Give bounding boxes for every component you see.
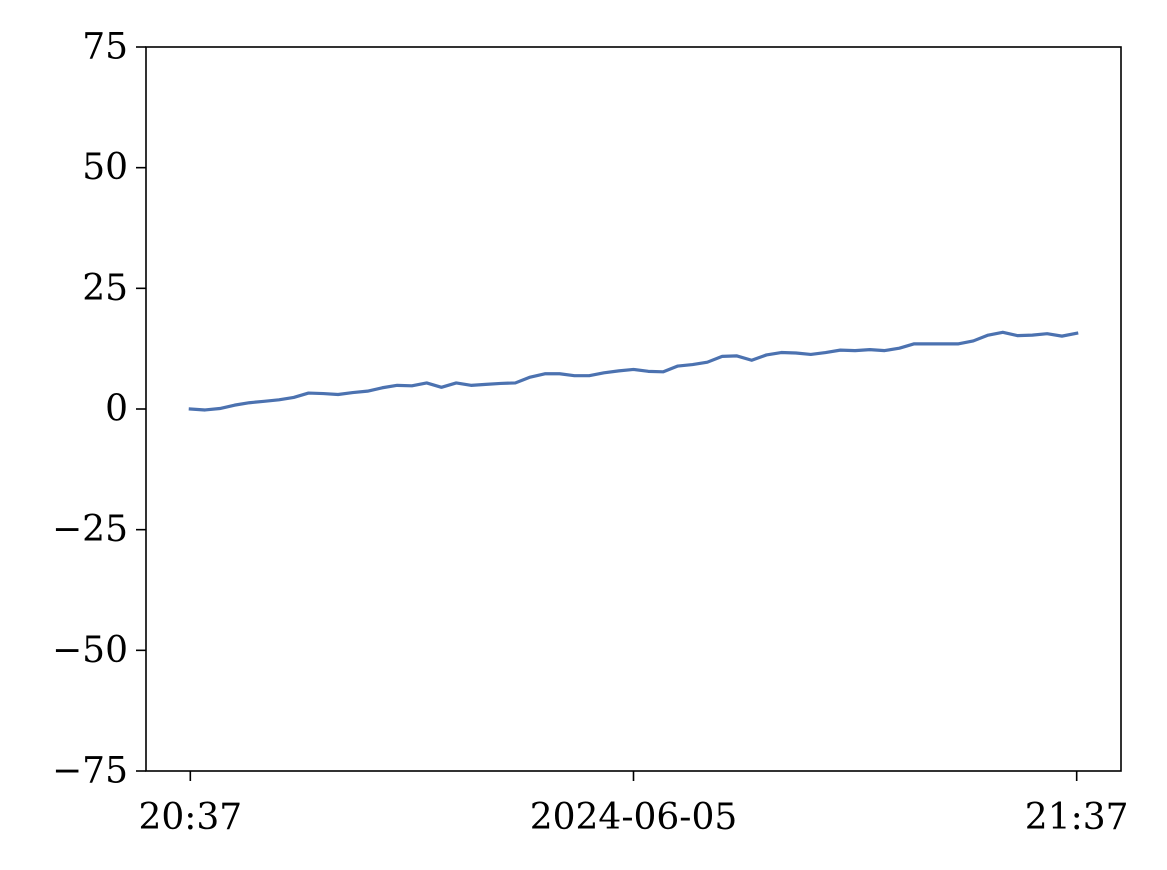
x-tick-label: 2024-06-05 [530,797,738,838]
y-tick-label: 25 [82,268,128,309]
plot-area [188,330,1079,412]
y-tick-label: 50 [82,147,128,188]
x-tick-label: 20:37 [138,797,242,838]
series-line-0 [188,330,1079,412]
y-tick-label: 75 [82,27,128,68]
x-tick-label: 21:37 [1025,797,1129,838]
y-tick-label: 0 [105,389,128,430]
y-tick-label: −75 [52,751,128,792]
y-tick-label: −25 [52,509,128,550]
y-tick-label: −50 [52,630,128,671]
